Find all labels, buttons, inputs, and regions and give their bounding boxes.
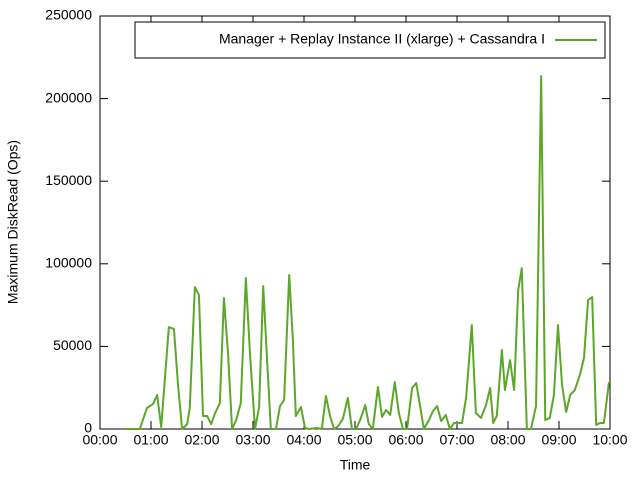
y-tick-label: 100000 [45, 255, 92, 271]
x-tick-label: 05:00 [337, 432, 372, 448]
legend-label: Manager + Replay Instance II (xlarge) + … [219, 31, 545, 47]
x-tick-label: 04:00 [286, 432, 321, 448]
x-tick-label: 09:00 [541, 432, 576, 448]
x-tick-label: 01:00 [133, 432, 168, 448]
y-axis-label: Maximum DiskRead (Ops) [5, 140, 21, 304]
x-tick-label: 06:00 [388, 432, 423, 448]
x-tick-label: 03:00 [235, 432, 270, 448]
x-tick-label: 10:00 [592, 432, 627, 448]
y-tick-label: 0 [84, 420, 92, 436]
x-tick-label: 00:00 [82, 432, 117, 448]
x-tick-label: 07:00 [439, 432, 474, 448]
y-tick-label: 50000 [53, 337, 92, 353]
series-line [126, 75, 610, 430]
y-tick-label: 200000 [45, 89, 92, 105]
x-tick-label: 08:00 [490, 432, 525, 448]
x-axis-label: Time [340, 457, 371, 473]
x-tick-label: 02:00 [184, 432, 219, 448]
legend-box [134, 21, 606, 59]
y-tick-label: 250000 [45, 7, 92, 23]
y-tick-label: 150000 [45, 172, 92, 188]
